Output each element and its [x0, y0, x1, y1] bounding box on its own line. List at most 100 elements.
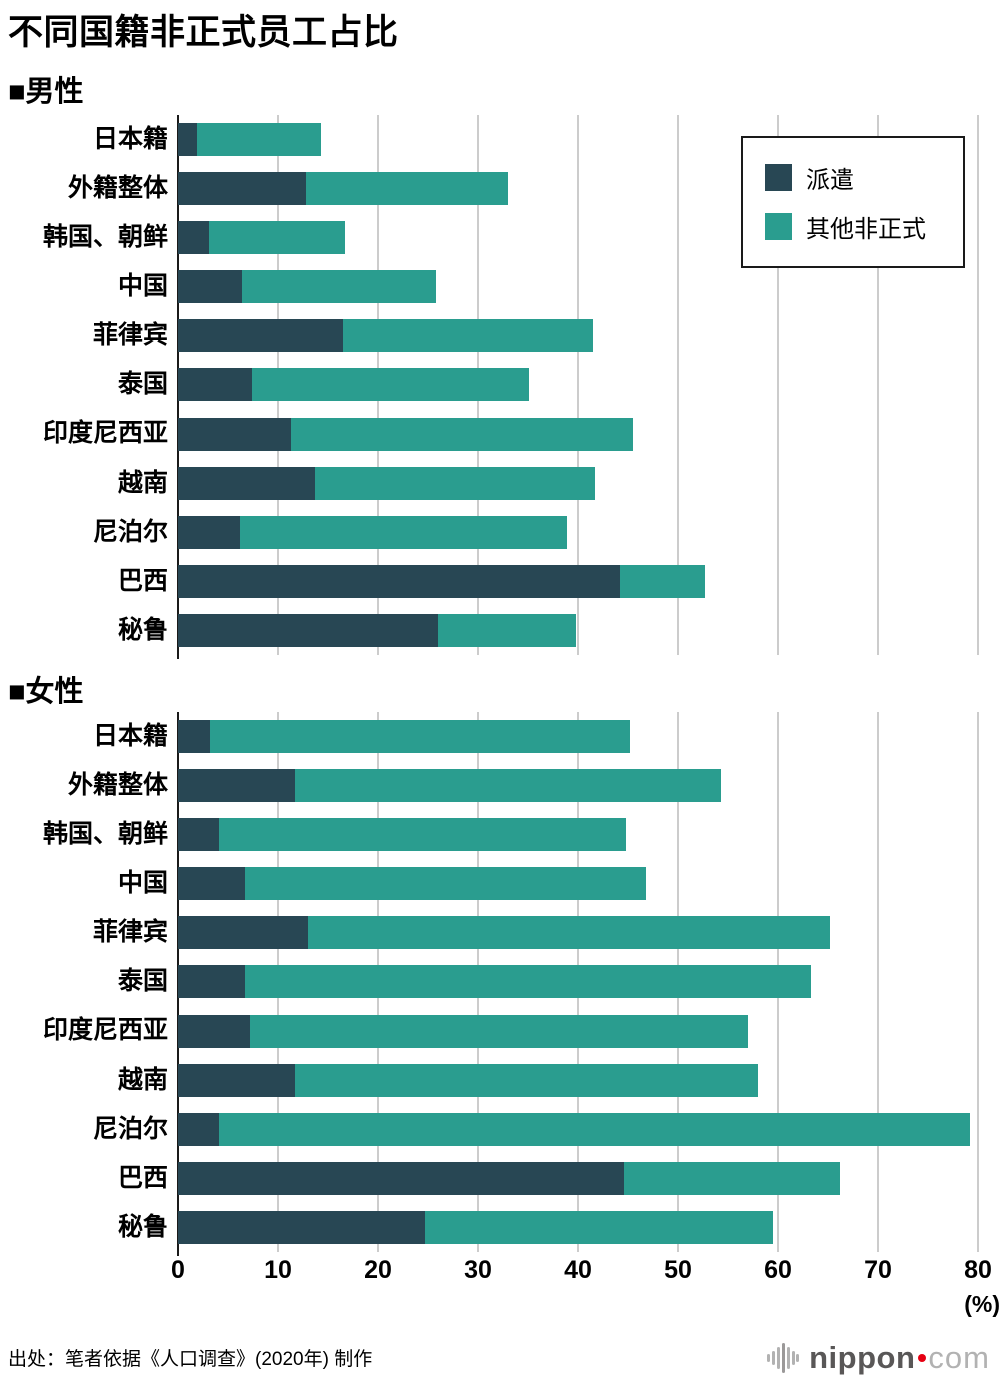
category-label: 韩国、朝鲜	[42, 223, 168, 252]
gridline	[677, 115, 679, 655]
bar-segment-other	[250, 1014, 748, 1048]
bar-row: 日本籍	[0, 115, 1000, 164]
nippon-logo-text: nippon	[809, 1340, 916, 1375]
bar-segment-dispatch	[178, 466, 315, 500]
bar-segment-dispatch	[178, 123, 197, 157]
bar-track	[178, 761, 978, 810]
nippon-logo-wave-icon	[767, 1338, 800, 1378]
legend-label-other: 其他非正式	[806, 216, 926, 243]
bar-segment-other	[210, 720, 630, 754]
legend-swatch-dispatch-icon	[765, 164, 792, 191]
bar-segment-other	[219, 818, 626, 852]
bar-row: 秘鲁	[0, 606, 1000, 655]
legend: 派遣 其他非正式	[741, 136, 965, 268]
female-chart: 日本籍外籍整体韩国、朝鲜中国 菲律宾 泰国印度尼西亚越南尼泊尔巴西秘鲁	[0, 712, 1000, 1256]
category-label: 尼泊尔	[92, 1114, 168, 1143]
x-axis-tick-label: 0	[171, 1256, 185, 1284]
bar-segment-dispatch	[178, 1014, 250, 1048]
bar-segment-other	[252, 368, 529, 402]
bar-row: 泰国	[0, 957, 1000, 1006]
category-label: 印度尼西亚	[42, 1016, 168, 1045]
category-label: 韩国、朝鲜	[42, 820, 168, 849]
bar-segment-other	[291, 417, 633, 451]
bar-segment-other	[245, 965, 811, 999]
category-label: 外籍整体	[67, 771, 168, 800]
bar-segment-dispatch	[178, 818, 219, 852]
category-label: 中国	[117, 272, 168, 301]
bar-segment-dispatch	[178, 515, 240, 549]
bar-row: 外籍整体	[0, 164, 1000, 213]
bar-segment-other	[438, 613, 576, 647]
category-label: 尼泊尔	[92, 517, 168, 546]
x-axis-tick-label: 50	[664, 1256, 692, 1284]
bar-row: 韩国、朝鲜	[0, 213, 1000, 262]
x-axis-tick-label: 20	[364, 1256, 392, 1284]
bar-row: 印度尼西亚	[0, 1006, 1000, 1055]
male-bar-rows: 日本籍 外籍整体 韩国、朝鲜 中国 菲律宾 泰国 印度尼西亚 越南 尼泊尔 巴西 秘鲁	[0, 115, 1000, 655]
category-label: 泰国	[117, 370, 168, 399]
bar-segment-dispatch	[178, 221, 209, 255]
gridline	[977, 712, 979, 1252]
bar-track	[178, 459, 978, 508]
bar-segment-other	[295, 1063, 758, 1097]
bar-row: 韩国、朝鲜	[0, 810, 1000, 859]
bar-row: 印度尼西亚	[0, 409, 1000, 458]
bar-segment-other	[197, 123, 321, 157]
bar-segment-other	[295, 769, 721, 803]
bar-segment-dispatch	[178, 769, 295, 803]
bar-row: 泰国	[0, 360, 1000, 409]
bar-segment-other	[242, 270, 436, 304]
bar-segment-other	[245, 867, 646, 901]
bar-track	[178, 712, 978, 761]
section-header-female: ■女性	[8, 676, 84, 708]
x-axis-tick-label: 60	[764, 1256, 792, 1284]
x-axis-tick-label: 80	[964, 1256, 992, 1284]
category-label: 巴西	[117, 1163, 168, 1192]
bar-row: 中国	[0, 859, 1000, 908]
bar-segment-dispatch	[178, 1112, 219, 1146]
gridline	[977, 115, 979, 655]
category-label: 越南	[117, 1065, 168, 1094]
bar-track	[178, 606, 978, 655]
bar-segment-other	[315, 466, 595, 500]
bar-segment-dispatch	[178, 270, 242, 304]
bar-track	[178, 1105, 978, 1154]
bar-segment-dispatch	[178, 867, 245, 901]
bar-track	[178, 810, 978, 859]
section-header-male: ■男性	[8, 76, 84, 108]
bar-segment-dispatch	[178, 1210, 425, 1244]
bar-segment-dispatch	[178, 720, 210, 754]
legend-item-other: 其他非正式	[765, 209, 945, 244]
bar-row: 尼泊尔	[0, 508, 1000, 557]
female-bar-rows: 日本籍外籍整体韩国、朝鲜中国 菲律宾 泰国印度尼西亚越南尼泊尔巴西秘鲁	[0, 712, 1000, 1252]
bar-track	[178, 115, 978, 164]
bar-segment-dispatch	[178, 172, 306, 206]
bar-row: 外籍整体	[0, 761, 1000, 810]
bar-segment-dispatch	[178, 319, 343, 353]
bar-row: 中国	[0, 262, 1000, 311]
bar-segment-other	[306, 172, 508, 206]
x-axis-tick-label: 30	[464, 1256, 492, 1284]
gridline	[777, 115, 779, 655]
bar-segment-other	[219, 1112, 970, 1146]
category-label: 外籍整体	[67, 174, 168, 203]
legend-item-dispatch: 派遣	[765, 160, 945, 195]
gridline	[577, 115, 579, 655]
bar-track	[178, 1154, 978, 1203]
bar-row: 菲律宾	[0, 908, 1000, 957]
bar-row: 秘鲁	[0, 1203, 1000, 1252]
bar-segment-dispatch	[178, 916, 308, 950]
x-axis-tick-label: 70	[864, 1256, 892, 1284]
category-label: 日本籍	[92, 125, 168, 153]
bar-row: 菲律宾	[0, 311, 1000, 360]
bar-track	[178, 311, 978, 360]
bar-track	[178, 908, 978, 957]
nippon-logo: nippon com	[767, 1338, 990, 1378]
category-label: 菲律宾	[92, 321, 168, 350]
bar-segment-dispatch	[178, 564, 620, 598]
bar-row: 日本籍	[0, 712, 1000, 761]
bar-segment-dispatch	[178, 965, 245, 999]
bar-row: 巴西	[0, 557, 1000, 606]
x-axis-tick-label: 40	[564, 1256, 592, 1284]
